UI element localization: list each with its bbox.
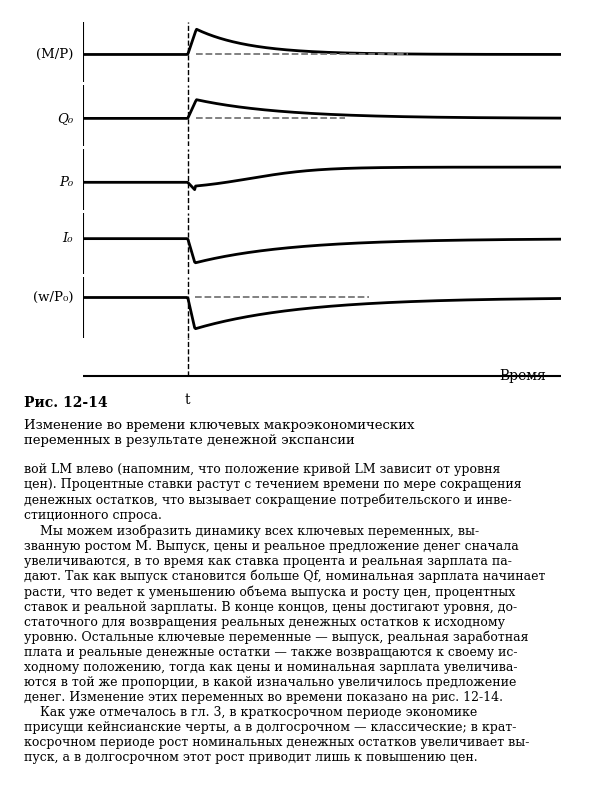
Text: t: t (185, 393, 191, 407)
Text: (w/P₀): (w/P₀) (32, 291, 73, 304)
Text: Изменение во времени ключевых макроэкономических
переменных в результате денежно: Изменение во времени ключевых макроэконо… (24, 419, 414, 447)
Text: Рис. 12-14: Рис. 12-14 (24, 396, 107, 410)
Text: (M/P): (M/P) (35, 48, 73, 61)
Text: Время: Время (499, 368, 546, 383)
Text: вой ​LM влево (напомним, что положение кривой ​LM зависит от уровня
цен). Процен: вой ​LM влево (напомним, что положение к… (24, 463, 545, 765)
Text: I₀: I₀ (63, 233, 73, 245)
Text: P₀: P₀ (59, 176, 73, 189)
Text: Q₀: Q₀ (57, 112, 73, 125)
